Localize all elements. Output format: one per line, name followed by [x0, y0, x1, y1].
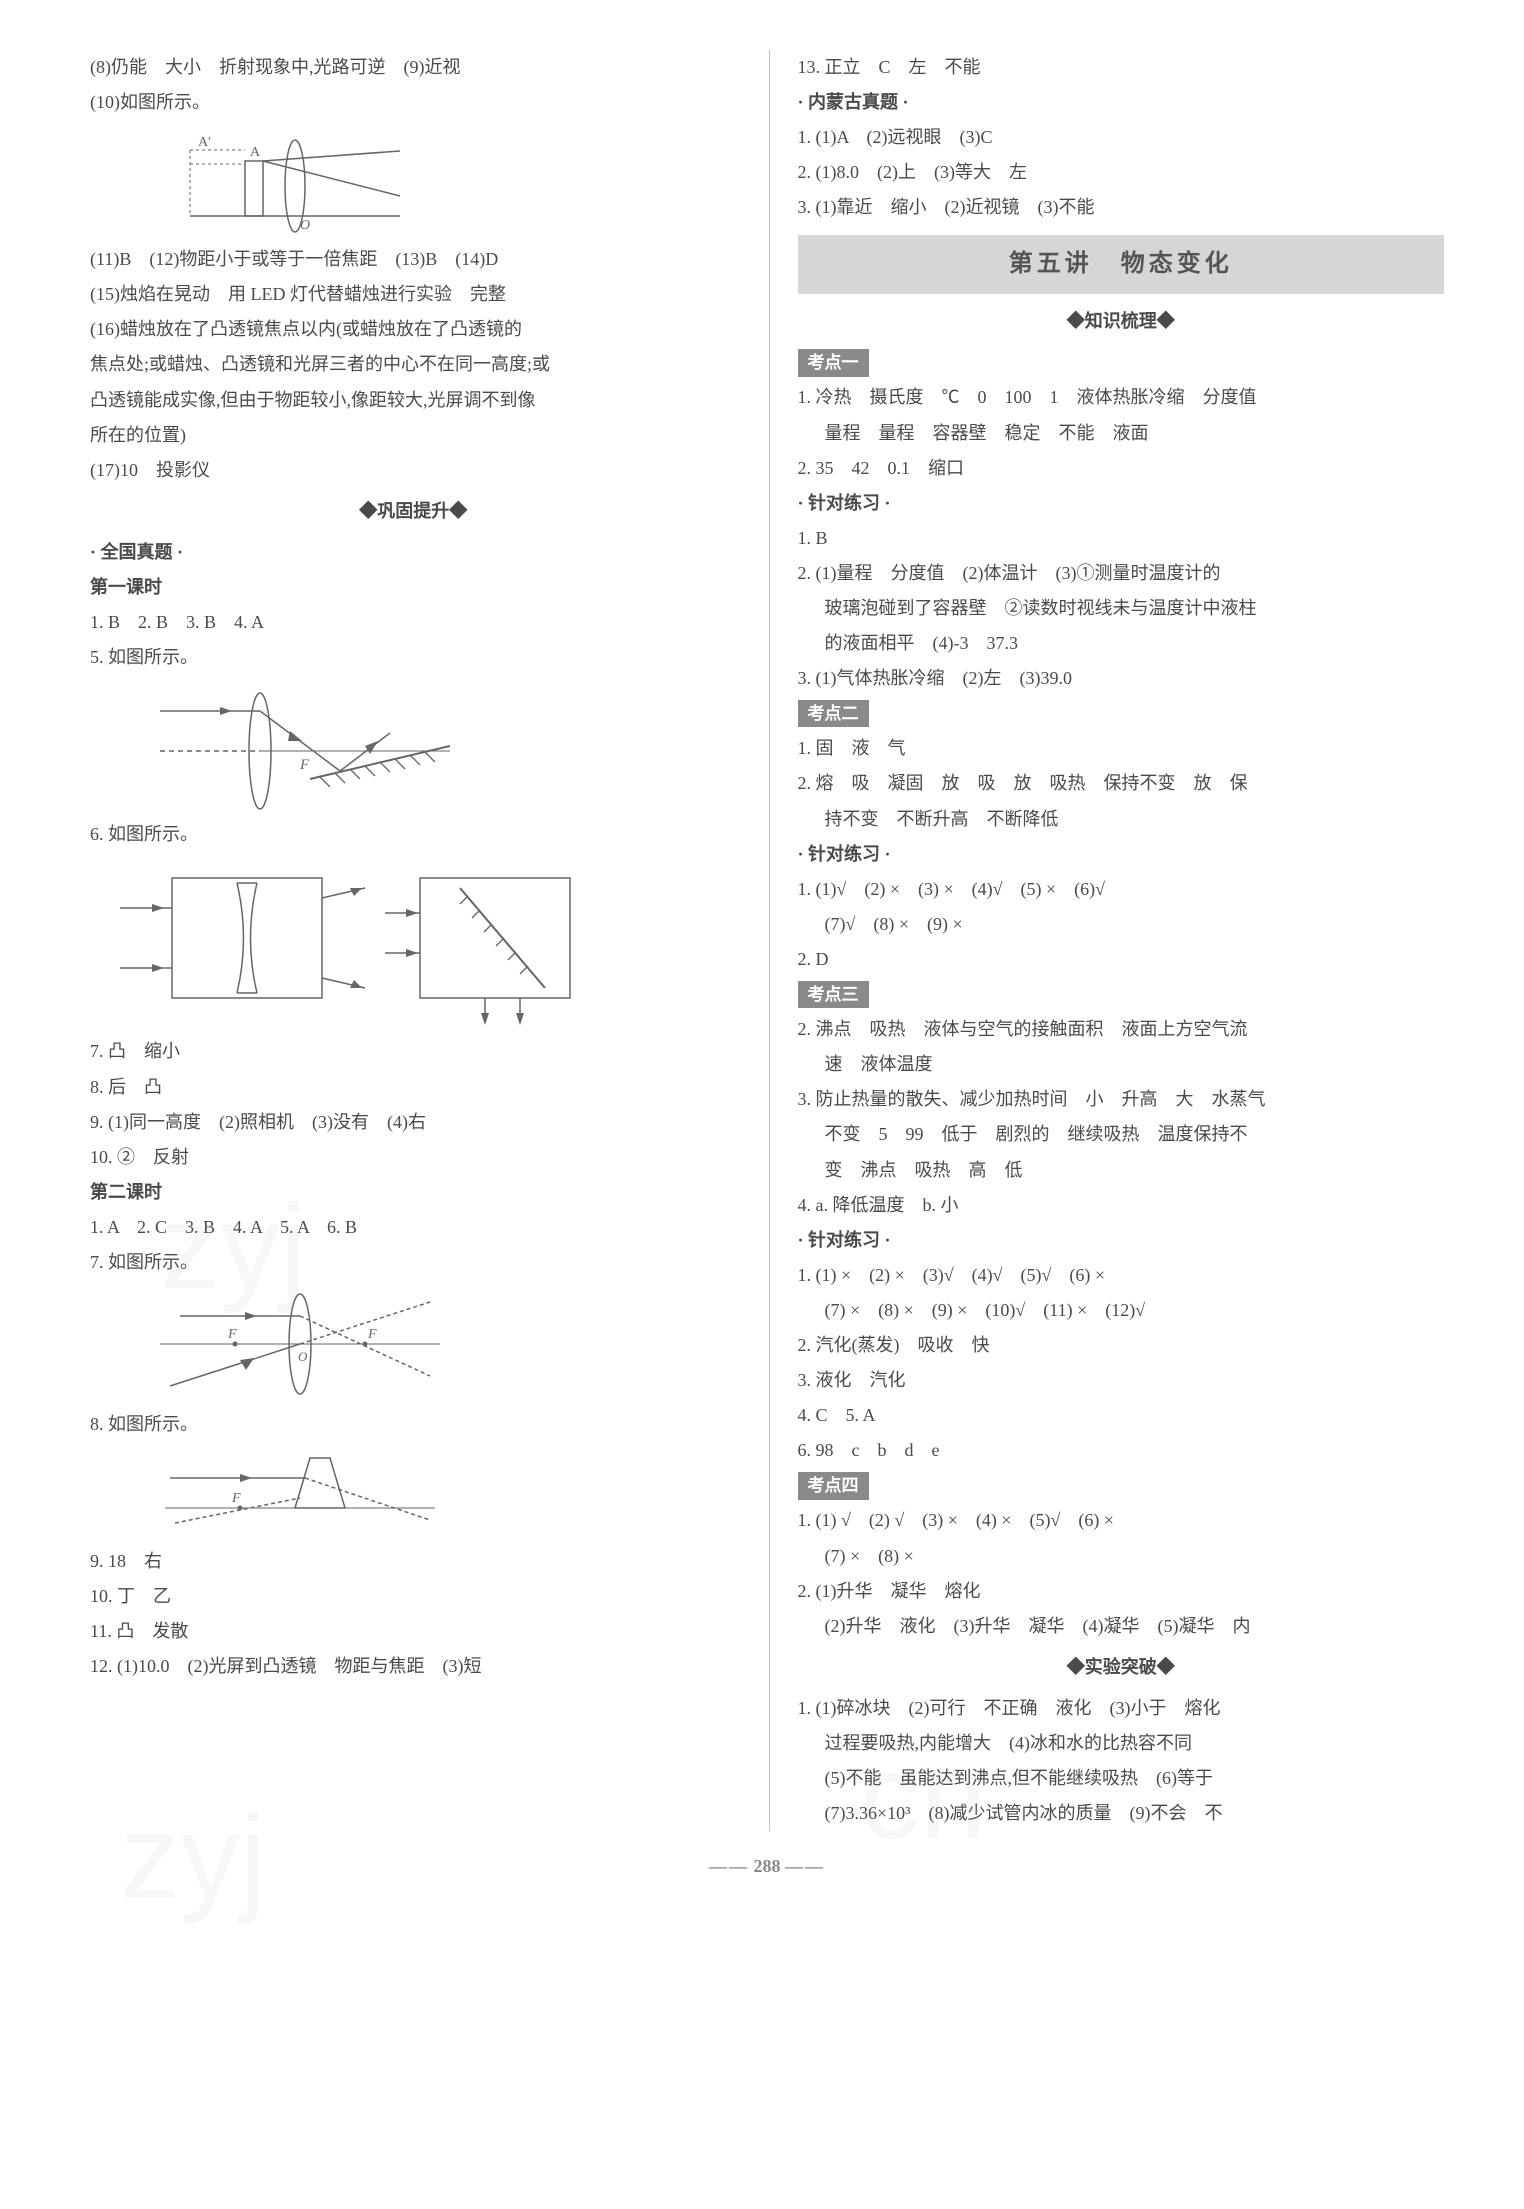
label-a-prime: A'	[198, 135, 211, 150]
text: 6. 如图所示。	[90, 817, 737, 852]
svg-text:F: F	[367, 1327, 377, 1342]
text: 所在的位置)	[90, 418, 737, 453]
text: 8. 后 凸	[90, 1070, 737, 1105]
text: 8. 如图所示。	[90, 1407, 737, 1442]
svg-text:F: F	[231, 1491, 241, 1506]
page-footer: —— 288 ——	[90, 1849, 1444, 1884]
subheading-neimenggu: · 内蒙古真题 ·	[798, 85, 1445, 120]
text: (17)10 投影仪	[90, 453, 737, 488]
page-columns: (8)仍能 大小 折射现象中,光路可逆 (9)近视 (10)如图所示。 A' A…	[90, 50, 1444, 1831]
diagram-lens-boxes	[110, 858, 610, 1028]
text: 1. (1)√ (2) × (3) × (4)√ (5) × (6)√	[798, 872, 1445, 907]
text: 的液面相平 (4)-3 37.3	[798, 626, 1445, 661]
text: 6. 98 c b d e	[798, 1433, 1445, 1468]
text: 2. (1)升华 凝华 熔化	[798, 1574, 1445, 1609]
text: 9. 18 右	[90, 1544, 737, 1579]
label-f: F	[299, 757, 310, 773]
text: (7)3.36×10³ (8)减少试管内冰的质量 (9)不会 不	[798, 1796, 1445, 1831]
text: 11. 凸 发散	[90, 1614, 737, 1649]
text: (2)升华 液化 (3)升华 凝华 (4)凝华 (5)凝华 内	[798, 1609, 1445, 1644]
kd-badge-2: 考点二	[798, 700, 869, 727]
subheading-practice: · 针对练习 ·	[798, 1223, 1445, 1258]
kd-badge-1: 考点一	[798, 349, 869, 376]
text: 10. 丁 乙	[90, 1579, 737, 1614]
section-knowledge: ◆知识梳理◆	[798, 304, 1445, 339]
text: 2. (1)量程 分度值 (2)体温计 (3)①测量时温度计的	[798, 556, 1445, 591]
text: 10. ② 反射	[90, 1140, 737, 1175]
text: 3. (1)气体热胀冷缩 (2)左 (3)39.0	[798, 661, 1445, 696]
subheading-practice: · 针对练习 ·	[798, 837, 1445, 872]
text: (8)仍能 大小 折射现象中,光路可逆 (9)近视	[90, 50, 737, 85]
text: (7) × (8) × (9) × (10)√ (11) × (12)√	[798, 1293, 1445, 1328]
text: (10)如图所示。	[90, 85, 737, 120]
text: 1. 固 液 气	[798, 731, 1445, 766]
diagram-prism-focus: F	[150, 1448, 450, 1538]
text: 2. 汽化(蒸发) 吸收 快	[798, 1328, 1445, 1363]
text: 变 沸点 吸热 高 低	[798, 1153, 1445, 1188]
text: 量程 量程 容器壁 稳定 不能 液面	[798, 416, 1445, 451]
text: (16)蜡烛放在了凸透镜焦点以内(或蜡烛放在了凸透镜的	[90, 312, 737, 347]
text: 1. 冷热 摄氏度 ℃ 0 100 1 液体热胀冷缩 分度值	[798, 380, 1445, 415]
text: 焦点处;或蜡烛、凸透镜和光屏三者的中心不在同一高度;或	[90, 347, 737, 382]
text: 1. B	[798, 521, 1445, 556]
text: 7. 凸 缩小	[90, 1034, 737, 1069]
subheading-lesson1: 第一课时	[90, 570, 737, 605]
label-a: A	[250, 145, 261, 160]
svg-text:O: O	[298, 1349, 308, 1364]
text: 1. (1)碎冰块 (2)可行 不正确 液化 (3)小于 熔化	[798, 1691, 1445, 1726]
text: 2. (1)8.0 (2)上 (3)等大 左	[798, 155, 1445, 190]
left-column: (8)仍能 大小 折射现象中,光路可逆 (9)近视 (10)如图所示。 A' A…	[90, 50, 737, 1831]
kd-badge-4: 考点四	[798, 1472, 869, 1499]
subheading-lesson2: 第二课时	[90, 1175, 737, 1210]
text: 2. 35 42 0.1 缩口	[798, 451, 1445, 486]
text: 过程要吸热,内能增大 (4)冰和水的比热容不同	[798, 1726, 1445, 1761]
section-consolidate: ◆巩固提升◆	[90, 494, 737, 529]
diagram-convex-focus: F	[150, 681, 450, 811]
text: 1. (1) √ (2) √ (3) × (4) × (5)√ (6) ×	[798, 1503, 1445, 1538]
text: 9. (1)同一高度 (2)照相机 (3)没有 (4)右	[90, 1105, 737, 1140]
text: 持不变 不断升高 不断降低	[798, 802, 1445, 837]
svg-text:F: F	[227, 1327, 237, 1342]
subheading-practice: · 针对练习 ·	[798, 486, 1445, 521]
text: 3. 液化 汽化	[798, 1363, 1445, 1398]
text: 4. C 5. A	[798, 1398, 1445, 1433]
label-o: O	[300, 218, 310, 233]
text: 3. (1)靠近 缩小 (2)近视镜 (3)不能	[798, 190, 1445, 225]
text: 速 液体温度	[798, 1047, 1445, 1082]
text: 3. 防止热量的散失、减少加热时间 小 升高 大 水蒸气	[798, 1082, 1445, 1117]
text: (7)√ (8) × (9) ×	[798, 907, 1445, 942]
text: 凸透镜能成实像,但由于物距较小,像距较大,光屏调不到像	[90, 383, 737, 418]
diagram-lens-two-f: F F O	[150, 1286, 450, 1401]
text: 2. 熔 吸 凝固 放 吸 放 吸热 保持不变 放 保	[798, 766, 1445, 801]
right-column: 13. 正立 C 左 不能 · 内蒙古真题 · 1. (1)A (2)远视眼 (…	[769, 50, 1445, 1831]
text: 5. 如图所示。	[90, 640, 737, 675]
subheading-national: · 全国真题 ·	[90, 535, 737, 570]
text: (5)不能 虽能达到沸点,但不能继续吸热 (6)等于	[798, 1761, 1445, 1796]
text: (11)B (12)物距小于或等于一倍焦距 (13)B (14)D	[90, 242, 737, 277]
text: (7) × (8) ×	[798, 1539, 1445, 1574]
section-experiment: ◆实验突破◆	[798, 1650, 1445, 1685]
text: 1. (1)A (2)远视眼 (3)C	[798, 120, 1445, 155]
text: 4. a. 降低温度 b. 小	[798, 1188, 1445, 1223]
text: (15)烛焰在晃动 用 LED 灯代替蜡烛进行实验 完整	[90, 277, 737, 312]
text: 1. A 2. C 3. B 4. A 5. A 6. B	[90, 1210, 737, 1245]
text: 12. (1)10.0 (2)光屏到凸透镜 物距与焦距 (3)短	[90, 1649, 737, 1684]
text: 2. D	[798, 942, 1445, 977]
text: 2. 沸点 吸热 液体与空气的接触面积 液面上方空气流	[798, 1012, 1445, 1047]
text: 1. (1) × (2) × (3)√ (4)√ (5)√ (6) ×	[798, 1258, 1445, 1293]
text: 玻璃泡碰到了容器壁 ②读数时视线未与温度计中液柱	[798, 591, 1445, 626]
chapter-banner: 第五讲 物态变化	[798, 235, 1445, 294]
diagram-lens-refraction: A' A O	[150, 126, 410, 236]
text: 7. 如图所示。	[90, 1245, 737, 1280]
kd-badge-3: 考点三	[798, 981, 869, 1008]
text: 13. 正立 C 左 不能	[798, 50, 1445, 85]
text: 1. B 2. B 3. B 4. A	[90, 605, 737, 640]
page-number: 288	[754, 1856, 781, 1876]
text: 不变 5 99 低于 剧烈的 继续吸热 温度保持不	[798, 1117, 1445, 1152]
